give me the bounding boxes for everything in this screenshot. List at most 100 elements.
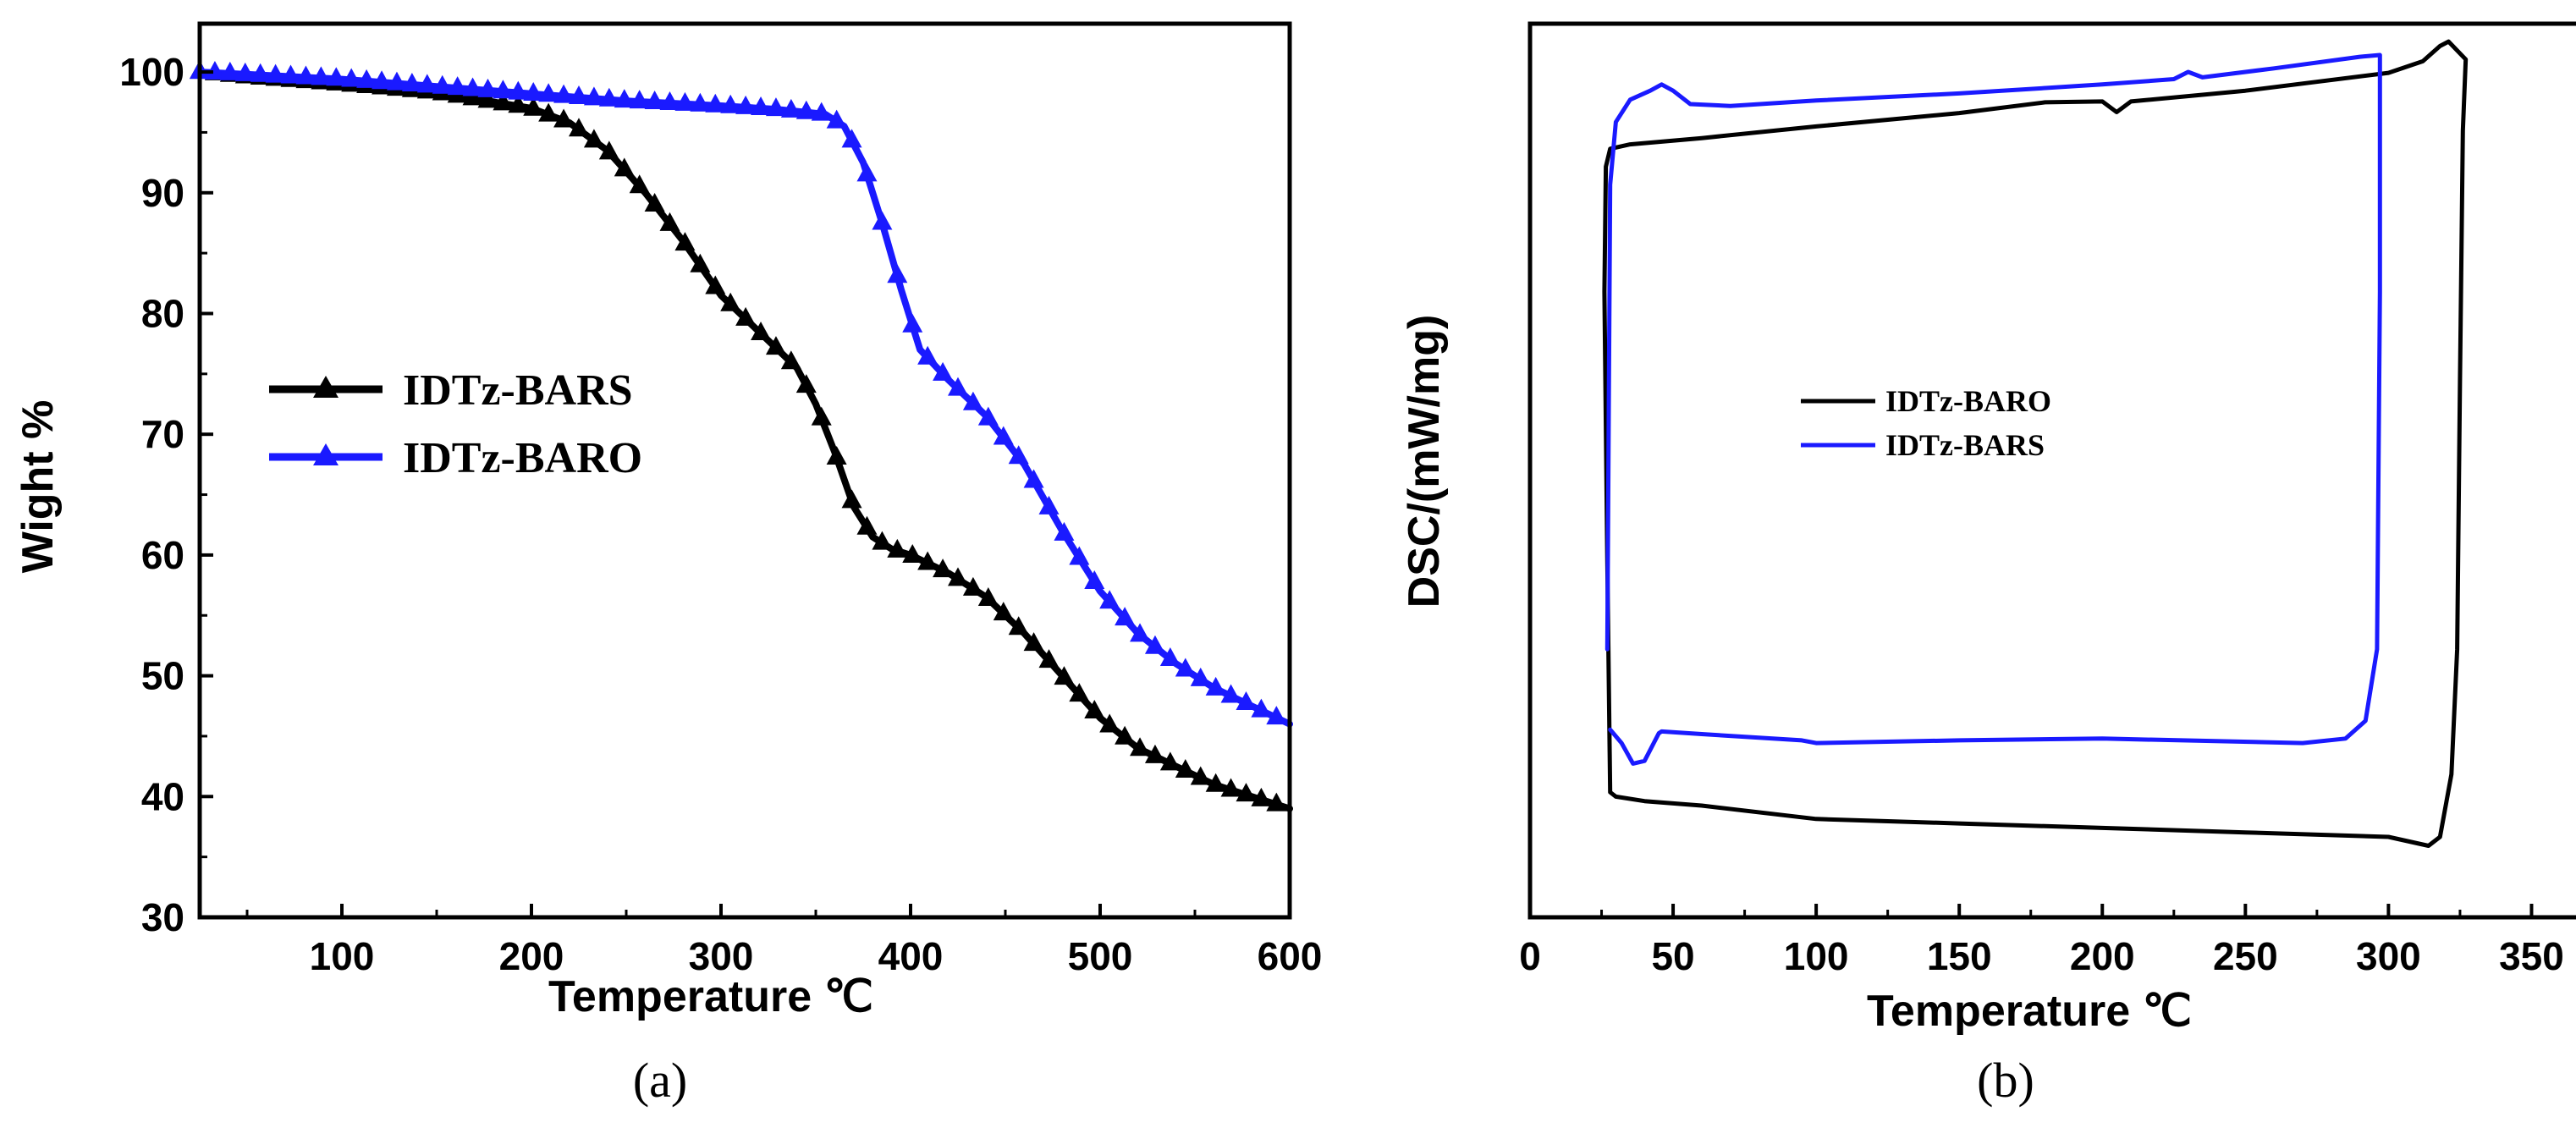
data-point-marker — [720, 292, 741, 311]
data-point-marker — [1054, 666, 1075, 685]
data-point-marker — [493, 91, 514, 111]
data-point-marker — [1023, 469, 1044, 488]
legend-label-idtz-baro-b: IDTz-BARO — [1885, 384, 2051, 418]
data-point-marker — [553, 108, 575, 128]
data-point-marker — [780, 98, 801, 118]
data-point-marker — [1159, 647, 1181, 666]
data-point-marker — [614, 89, 635, 108]
data-point-marker — [1038, 649, 1060, 669]
x-tick-label: 50 — [1651, 934, 1694, 978]
data-point-marker — [1205, 676, 1226, 696]
data-point-marker — [1175, 658, 1196, 677]
series-line-idtz-baro — [196, 69, 1293, 728]
data-point-marker — [826, 446, 847, 465]
data-point-marker — [1099, 590, 1120, 609]
data-point-marker — [811, 102, 832, 121]
data-point-marker — [690, 92, 711, 112]
data-point-marker — [1084, 570, 1105, 589]
data-point-marker — [1008, 616, 1029, 636]
data-point-marker — [447, 76, 468, 96]
data-point-marker — [1190, 667, 1211, 686]
plot-frame — [197, 21, 1292, 920]
data-point-marker — [1099, 713, 1120, 733]
data-point-marker — [1069, 546, 1090, 565]
data-point-marker — [1251, 787, 1272, 806]
data-point-marker — [765, 336, 786, 355]
data-point-marker — [583, 129, 604, 148]
data-point-marker — [1023, 632, 1044, 652]
y-tick-label: 30 — [141, 895, 184, 939]
data-point-marker — [674, 91, 696, 111]
data-point-marker — [841, 489, 862, 509]
data-point-marker — [538, 83, 559, 102]
data-point-marker — [720, 94, 741, 113]
data-point-marker — [1205, 773, 1226, 792]
data-point-marker — [356, 69, 377, 88]
data-point-marker — [795, 374, 817, 393]
data-point-marker — [872, 211, 893, 230]
data-point-marker — [598, 87, 619, 107]
data-point-marker — [917, 551, 938, 570]
panel-a-xlabel: Temperature ℃ — [548, 972, 873, 1021]
x-tick-label: 100 — [310, 934, 375, 978]
data-point-marker — [386, 71, 407, 91]
data-point-marker — [780, 350, 801, 370]
data-point-marker — [523, 96, 544, 116]
x-tick-label: 300 — [2356, 934, 2421, 978]
data-point-marker — [1144, 744, 1165, 763]
data-point-marker — [1159, 751, 1181, 771]
data-point-marker — [462, 77, 483, 96]
panel-b-caption: (b) — [1977, 1053, 2034, 1108]
data-point-marker — [1220, 778, 1241, 797]
data-point-marker — [1236, 783, 1257, 802]
legend-label-idtz-bars: IDTz-BARS — [403, 366, 633, 415]
data-point-marker — [1266, 706, 1287, 725]
panel-a-plot-area: 100 200 300 400 500 600 30 40 50 60 70 80 90 100 — [119, 21, 1322, 978]
data-point-marker — [1144, 635, 1165, 654]
panel-b-xlabel: Temperature ℃ — [1867, 987, 2192, 1036]
y-tick-label: 100 — [119, 50, 184, 94]
x-tick-label: 200 — [2070, 934, 2135, 978]
data-point-marker — [416, 74, 438, 93]
data-point-marker — [917, 345, 938, 365]
data-point-marker — [751, 96, 772, 116]
data-point-marker — [598, 140, 619, 160]
data-point-marker — [948, 567, 968, 586]
data-point-marker — [993, 602, 1014, 621]
data-point-marker — [705, 93, 726, 113]
data-point-marker — [477, 78, 498, 97]
data-point-marker — [569, 85, 589, 105]
data-point-marker — [644, 91, 665, 110]
panel-a-tga-chart: 100 200 300 400 500 600 30 40 50 60 70 80 90 100 Temp… — [14, 21, 1322, 1108]
data-point-marker — [523, 81, 544, 101]
data-point-marker — [735, 306, 757, 326]
data-point-marker — [811, 406, 832, 426]
legend-marker-idtz-baro — [313, 443, 339, 465]
y-tick-label: 40 — [141, 774, 184, 818]
data-point-marker — [1054, 521, 1075, 541]
legend-label-idtz-baro: IDTz-BARO — [403, 434, 642, 482]
x-tick-label: 300 — [689, 934, 754, 978]
data-point-marker — [508, 94, 529, 113]
data-point-marker — [250, 63, 271, 82]
data-point-marker — [856, 515, 878, 535]
data-point-marker — [1251, 698, 1272, 718]
panel-a-ylabel: Wight % — [14, 400, 63, 574]
data-point-marker — [887, 264, 908, 283]
x-tick-label: 0 — [1519, 934, 1541, 978]
data-point-marker — [341, 68, 362, 87]
data-point-marker — [1220, 684, 1241, 703]
data-point-marker — [1069, 683, 1090, 702]
data-point-marker — [553, 84, 575, 103]
x-tick-label: 350 — [2499, 934, 2564, 978]
data-point-marker — [295, 65, 316, 85]
data-point-marker — [795, 100, 817, 119]
series-line-idtz-bars — [196, 69, 1293, 812]
data-point-marker — [538, 102, 559, 122]
y-tick-label: 70 — [141, 412, 184, 456]
data-point-marker — [841, 129, 862, 148]
data-point-marker — [280, 64, 301, 84]
data-point-marker — [751, 322, 772, 341]
data-point-marker — [962, 391, 983, 410]
data-point-marker — [887, 538, 908, 558]
